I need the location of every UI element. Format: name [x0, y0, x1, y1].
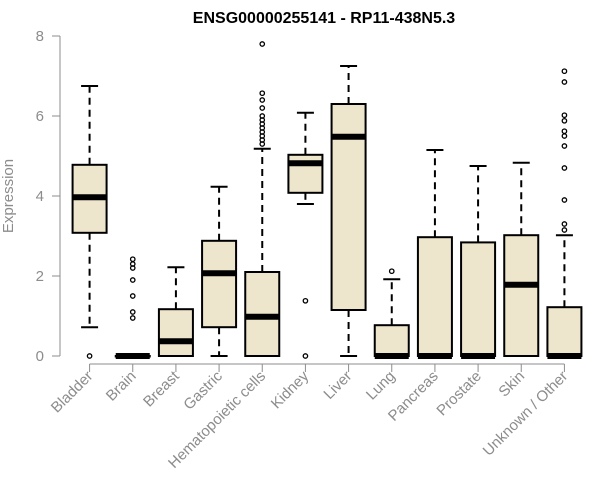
chart-title: ENSG00000255141 - RP11-438N5.3 — [193, 10, 456, 27]
iqr-box — [201, 239, 238, 329]
outlier-point — [561, 68, 568, 75]
box-brain — [114, 256, 151, 359]
y-tick-label: 0 — [36, 348, 44, 365]
outlier-point — [129, 256, 136, 263]
box-breast — [157, 266, 194, 358]
box-pancreas — [416, 149, 453, 359]
box-bladder — [71, 85, 108, 359]
box-liver — [330, 65, 367, 357]
outlier-point — [561, 128, 568, 135]
iqr-box — [460, 241, 497, 357]
y-axis: 0 2 4 6 8 — [36, 28, 61, 365]
y-axis-label: Expression — [0, 159, 17, 233]
outlier-point — [86, 353, 93, 359]
x-tick-label: Brain — [103, 368, 140, 405]
y-tick-label: 8 — [36, 28, 44, 45]
outlier-point — [561, 165, 568, 171]
outlier-point — [259, 105, 266, 111]
outlier-point — [388, 268, 395, 275]
iqr-box — [546, 306, 583, 358]
box-prostate — [460, 165, 497, 359]
outlier-point — [561, 197, 568, 203]
x-tick-label: Skin — [495, 368, 528, 401]
x-tick-label: Liver — [320, 368, 355, 403]
iqr-box — [503, 234, 540, 357]
box-gastric — [201, 185, 238, 357]
outlier-point — [302, 297, 309, 304]
iqr-box — [416, 236, 453, 357]
outlier-point — [129, 293, 136, 299]
y-tick-label: 2 — [36, 268, 44, 285]
box-skin — [503, 161, 540, 357]
box-kidney — [287, 111, 324, 359]
x-tick-label: Kidney — [268, 367, 313, 412]
iqr-box — [373, 324, 410, 358]
outlier-point — [259, 41, 266, 47]
x-tick-label: Lung — [363, 368, 399, 404]
outlier-point — [129, 309, 136, 315]
outlier-point — [561, 112, 568, 119]
boxes-group — [71, 41, 583, 359]
outlier-point — [561, 227, 568, 233]
x-tick-label: Bladder — [48, 368, 97, 417]
outlier-point — [561, 143, 568, 149]
x-tick-label: Breast — [140, 367, 183, 410]
box-unknown-other — [546, 68, 583, 359]
outlier-point — [259, 90, 266, 97]
outlier-point — [561, 79, 568, 85]
outlier-point — [302, 353, 309, 359]
outlier-point — [259, 97, 266, 103]
y-tick-label: 4 — [36, 188, 44, 205]
iqr-box — [157, 308, 194, 358]
outlier-point — [561, 221, 568, 227]
box-lung — [373, 268, 410, 359]
outlier-point — [259, 113, 266, 119]
y-tick-label: 6 — [36, 108, 44, 125]
outlier-point — [561, 117, 568, 124]
box-hematopoietic-cells — [244, 41, 281, 357]
outlier-point — [129, 277, 136, 283]
x-tick-label: Prostate — [433, 368, 485, 420]
outlier-point — [561, 133, 568, 139]
outlier-point — [129, 315, 136, 321]
